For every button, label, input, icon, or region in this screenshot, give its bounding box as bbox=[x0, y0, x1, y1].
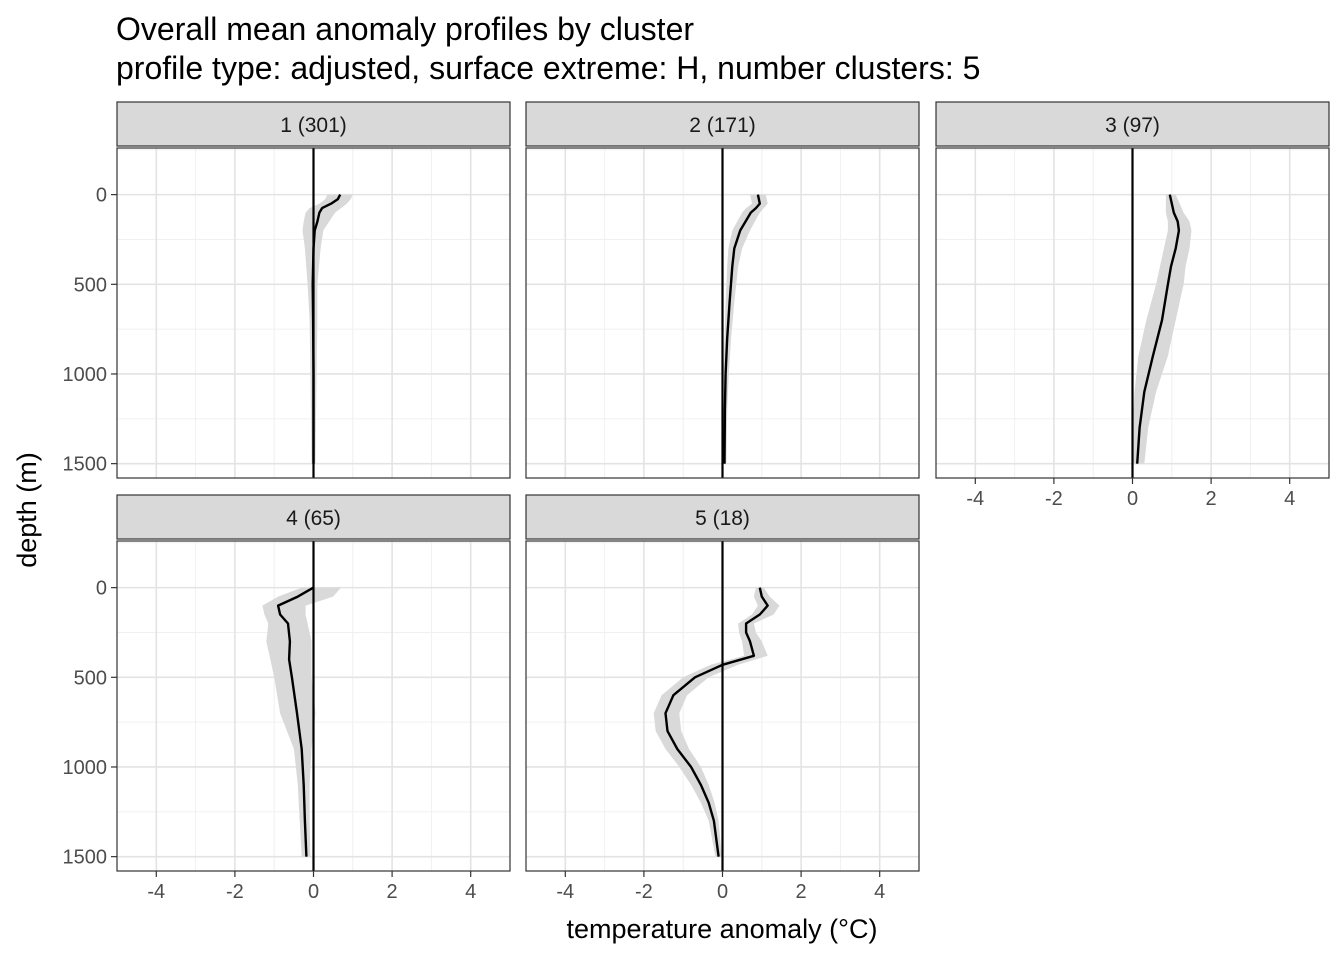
x-tick-label: 0 bbox=[717, 881, 728, 903]
x-tick-label: -4 bbox=[966, 488, 984, 510]
x-tick-label: -2 bbox=[226, 881, 244, 903]
facet-panel-4: 4 (65) 0 500 1000 1500 -4 -2 0 2 4 bbox=[63, 495, 511, 903]
y-tick-label: 0 bbox=[96, 185, 107, 207]
chart-subtitle: profile type: adjusted, surface extreme:… bbox=[116, 50, 980, 86]
facet-panel-5: 5 (18) -4 -2 0 2 4 bbox=[526, 495, 919, 903]
x-tick-label: 2 bbox=[387, 881, 398, 903]
facet-strip-label: 3 (97) bbox=[1105, 114, 1160, 137]
y-tick-label: 1500 bbox=[63, 454, 108, 476]
chart-title: Overall mean anomaly profiles by cluster bbox=[116, 11, 694, 47]
y-tick-label: 500 bbox=[74, 667, 107, 689]
x-tick-label: 4 bbox=[874, 881, 885, 903]
facet-strip-label: 5 (18) bbox=[695, 507, 750, 530]
x-tick-label: 4 bbox=[465, 881, 476, 903]
y-tick-label: 500 bbox=[74, 274, 107, 296]
facet-panel-3: 3 (97) -4 -2 0 2 4 bbox=[936, 102, 1329, 510]
x-tick-label: 2 bbox=[1206, 488, 1217, 510]
facet-strip-label: 4 (65) bbox=[286, 507, 341, 530]
facet-panel-2: 2 (171) bbox=[526, 102, 919, 478]
x-axis-title: temperature anomaly (°C) bbox=[567, 914, 878, 944]
y-axis-title: depth (m) bbox=[12, 452, 42, 568]
y-tick-label: 1500 bbox=[63, 847, 108, 869]
x-tick-label: 0 bbox=[1127, 488, 1138, 510]
x-tick-label: 2 bbox=[796, 881, 807, 903]
x-tick-label: 0 bbox=[308, 881, 319, 903]
y-tick-label: 0 bbox=[96, 578, 107, 600]
x-tick-label: -4 bbox=[556, 881, 574, 903]
x-tick-label: -4 bbox=[147, 881, 165, 903]
y-tick-label: 1000 bbox=[63, 364, 108, 386]
x-tick-label: -2 bbox=[1045, 488, 1063, 510]
y-tick-label: 1000 bbox=[63, 757, 108, 779]
facet-strip-label: 1 (301) bbox=[280, 114, 347, 137]
x-tick-label: -2 bbox=[635, 881, 653, 903]
facet-strip-label: 2 (171) bbox=[689, 114, 756, 137]
facet-panel-1: 1 (301) 0 500 1000 1500 bbox=[63, 102, 511, 478]
x-tick-label: 4 bbox=[1284, 488, 1295, 510]
